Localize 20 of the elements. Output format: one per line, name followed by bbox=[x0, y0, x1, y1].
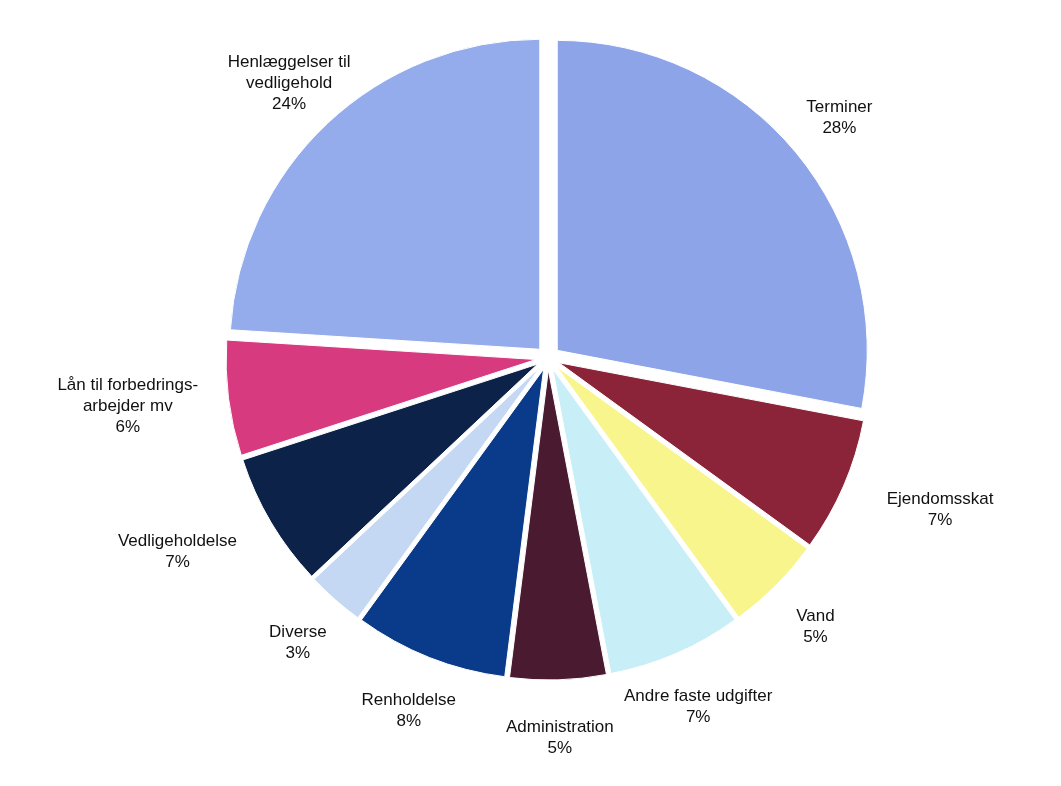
slice-label: Renholdelse bbox=[361, 690, 457, 710]
slice-label: Andre faste udgifter bbox=[624, 685, 773, 705]
data-label: 6% bbox=[115, 417, 141, 437]
data-label: 8% bbox=[396, 711, 422, 731]
data-label: 7% bbox=[165, 552, 190, 572]
slice-label: Administration bbox=[506, 716, 614, 736]
slice-label: Ejendomsskat bbox=[886, 488, 994, 508]
data-label: 7% bbox=[685, 706, 711, 726]
data-label: 24% bbox=[272, 94, 307, 114]
slice-label: Lån til forbedrings-arbejder mv bbox=[57, 375, 199, 416]
data-label: 3% bbox=[285, 643, 311, 663]
slice-label: Diverse bbox=[269, 622, 327, 642]
data-label: 5% bbox=[547, 737, 573, 757]
slice-label: Vedligeholdelse bbox=[117, 531, 238, 551]
slice-label: Vand bbox=[796, 605, 835, 625]
slice-label: Henlæggelser til vedligehold bbox=[227, 52, 351, 93]
data-label: 28% bbox=[822, 118, 857, 138]
data-label: 5% bbox=[803, 626, 828, 646]
slice-label: Terminer bbox=[806, 97, 873, 117]
data-label: 7% bbox=[927, 509, 953, 529]
